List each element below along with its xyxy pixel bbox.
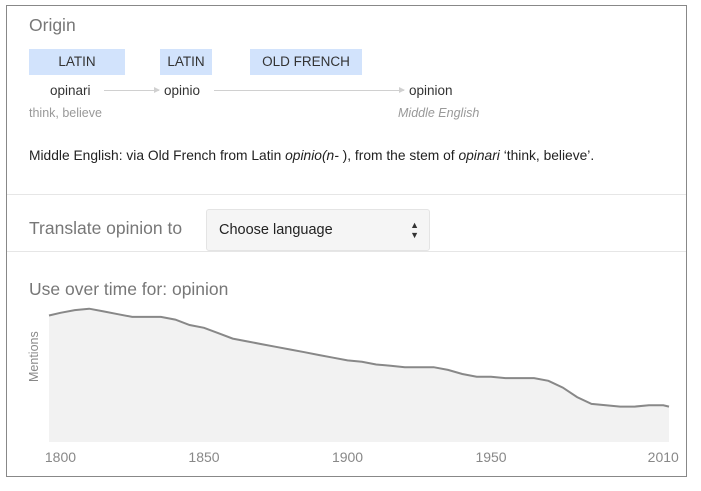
gloss-think-believe: think, believe (29, 106, 102, 120)
x-tick-label: 1900 (332, 449, 363, 465)
select-arrows-icon: ▲ ▼ (410, 220, 419, 240)
origin-word-opinion: opinion (409, 83, 453, 98)
usage-heading: Use over time for: opinion (29, 279, 229, 299)
translate-label: Translate opinion to (29, 218, 183, 238)
origin-word-opinari: opinari (50, 83, 91, 98)
language-select-value: Choose language (219, 222, 333, 238)
x-tick-label: 1850 (188, 449, 219, 465)
usage-line (48, 307, 670, 408)
x-tick-label: 1800 (45, 449, 76, 465)
origin-heading: Origin (29, 15, 76, 35)
dictionary-card: Origin LATIN LATIN OLD FRENCH opinari op… (6, 5, 687, 477)
origin-word-opinio: opinio (164, 83, 201, 98)
origin-description: Middle English: via Old French from Lati… (29, 148, 595, 163)
arrow-icon (104, 87, 160, 93)
divider (7, 194, 686, 195)
x-tick-label: 1950 (475, 449, 506, 465)
language-select[interactable]: Choose language ▲ ▼ (206, 209, 430, 251)
divider (7, 251, 686, 252)
language-tag-latin-1: LATIN (29, 49, 125, 75)
x-tick-label: 2010 (648, 449, 679, 465)
usage-chart: 1800 1850 1900 1950 2010 (45, 307, 679, 465)
language-tag-latin-2: LATIN (160, 49, 212, 75)
arrow-icon (214, 87, 405, 93)
gloss-middle-english: Middle English (398, 106, 480, 120)
usage-area-fill (49, 308, 669, 442)
language-tag-old-french: OLD FRENCH (250, 49, 362, 75)
